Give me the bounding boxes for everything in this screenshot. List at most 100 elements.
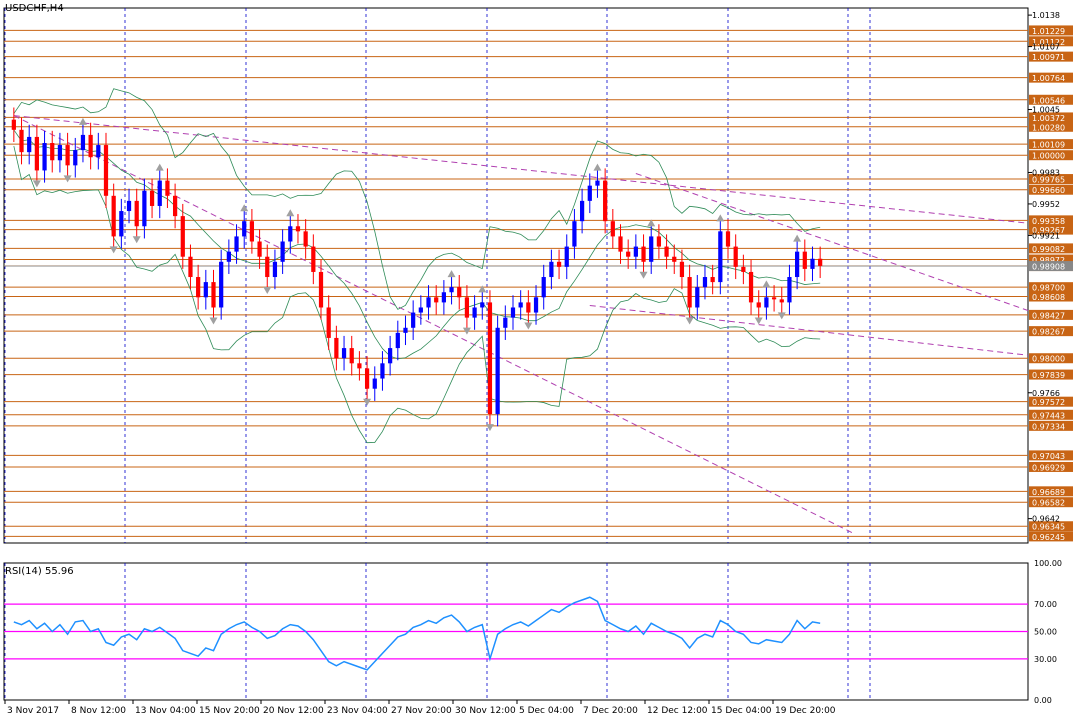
candle-body (303, 231, 308, 247)
candle-body (326, 307, 331, 338)
candle-body (595, 180, 600, 186)
fractal-up-arrow (716, 214, 725, 222)
price-tick-label: 0.9642 (1032, 515, 1060, 524)
candle-body (487, 302, 493, 415)
price-badge-label: 0.99267 (1032, 226, 1065, 235)
candle-body (27, 136, 32, 153)
fractal-down-arrow (777, 312, 786, 320)
fractal-up-arrow (286, 209, 295, 217)
price-badge (1029, 497, 1073, 508)
candle-body (818, 258, 823, 266)
candle-body (702, 277, 708, 288)
price-badge (1029, 139, 1073, 150)
candle-body (472, 307, 477, 318)
price-badge (1029, 36, 1073, 47)
candle-body (388, 348, 393, 364)
candle-body (787, 277, 792, 303)
price-tick-label: 0.9983 (1032, 168, 1060, 177)
candle-body (288, 226, 293, 242)
candle-body (679, 261, 685, 278)
price-badge-label: 1.01229 (1032, 27, 1065, 36)
fractal-down-arrow (63, 175, 72, 183)
candle-body (587, 185, 592, 201)
price-badge (1029, 174, 1073, 185)
price-badge-label: 0.96929 (1032, 463, 1065, 472)
candle-body (526, 302, 531, 313)
price-badge (1029, 224, 1073, 235)
price-badge (1029, 396, 1073, 407)
time-axis-label: 15 Nov 20:00 (199, 706, 260, 716)
price-badge-label: 1.01122 (1032, 38, 1065, 47)
candle-body (165, 180, 170, 196)
time-axis-label: 19 Dec 20:00 (775, 706, 836, 716)
time-axis-label: 12 Dec 12:00 (647, 706, 708, 716)
candle-body (441, 292, 446, 303)
candle-body (541, 277, 546, 298)
candle-body (188, 256, 193, 278)
rsi-tick-label: 100.00 (1034, 559, 1062, 568)
fractal-down-arrow (363, 398, 372, 406)
price-badge-label: 0.99358 (1032, 217, 1065, 226)
candle-body (426, 297, 431, 308)
candle-body (249, 221, 255, 242)
candle-body (656, 236, 662, 247)
fractal-up-arrow (240, 204, 249, 212)
candle-body (718, 231, 723, 283)
fractal-down-arrow (524, 322, 533, 330)
fractal-up-arrow (793, 234, 802, 242)
candle-body (748, 271, 754, 303)
price-badge-label: 1.00546 (1032, 96, 1065, 105)
fractal-up-arrow (155, 163, 164, 171)
price-badge-label: 0.97043 (1032, 452, 1065, 461)
fractal-down-arrow (754, 317, 763, 325)
price-badge (1029, 531, 1073, 542)
fractal-down-arrow (132, 236, 141, 244)
candle-body (126, 200, 132, 212)
candle-body (211, 282, 216, 308)
candle-body (34, 136, 39, 171)
current-price-badge (1029, 261, 1073, 272)
time-axis-label: 27 Nov 20:00 (391, 706, 452, 716)
rsi-tick-label: 70.00 (1034, 600, 1057, 609)
candle-body (725, 231, 731, 247)
fractal-down-arrow (109, 246, 118, 254)
candle-body (172, 195, 178, 217)
candle-body (564, 246, 569, 267)
price-badge (1029, 51, 1073, 62)
price-badge-label: 0.96245 (1032, 533, 1065, 542)
price-badge-label: 0.98700 (1032, 284, 1065, 293)
candle-body (672, 256, 677, 262)
candle-body (134, 200, 139, 227)
price-badge (1029, 121, 1073, 132)
candle-body (618, 236, 623, 252)
candle-body (111, 195, 116, 237)
trend-line (13, 115, 853, 534)
price-tick-label: 0.9766 (1032, 389, 1060, 398)
trend-line (589, 304, 1029, 356)
time-axis-label: 30 Nov 12:00 (455, 706, 516, 716)
time-axis-label: 5 Dec 04:00 (519, 706, 574, 716)
price-badge-label: 0.98972 (1032, 256, 1065, 265)
rsi-line (13, 596, 821, 671)
price-badge (1029, 94, 1073, 105)
price-badge-label: 0.97334 (1032, 422, 1065, 431)
candle-body (449, 287, 454, 293)
candle-body (572, 221, 577, 247)
price-badge-label: 1.00971 (1032, 53, 1065, 62)
price-badge (1029, 461, 1073, 472)
price-badge (1029, 409, 1073, 420)
candle-body (19, 129, 24, 153)
candle-body (549, 261, 554, 278)
fractal-down-arrow (462, 327, 471, 335)
candle-body (73, 150, 78, 166)
bollinger-lower (13, 145, 821, 444)
candle-body (733, 246, 738, 267)
candle-body (687, 277, 692, 308)
chart-title: USDCHF,H4 (5, 3, 64, 14)
price-badge (1029, 112, 1073, 123)
candle-body (364, 368, 370, 389)
candle-body (50, 143, 55, 161)
price-badge (1029, 450, 1073, 461)
